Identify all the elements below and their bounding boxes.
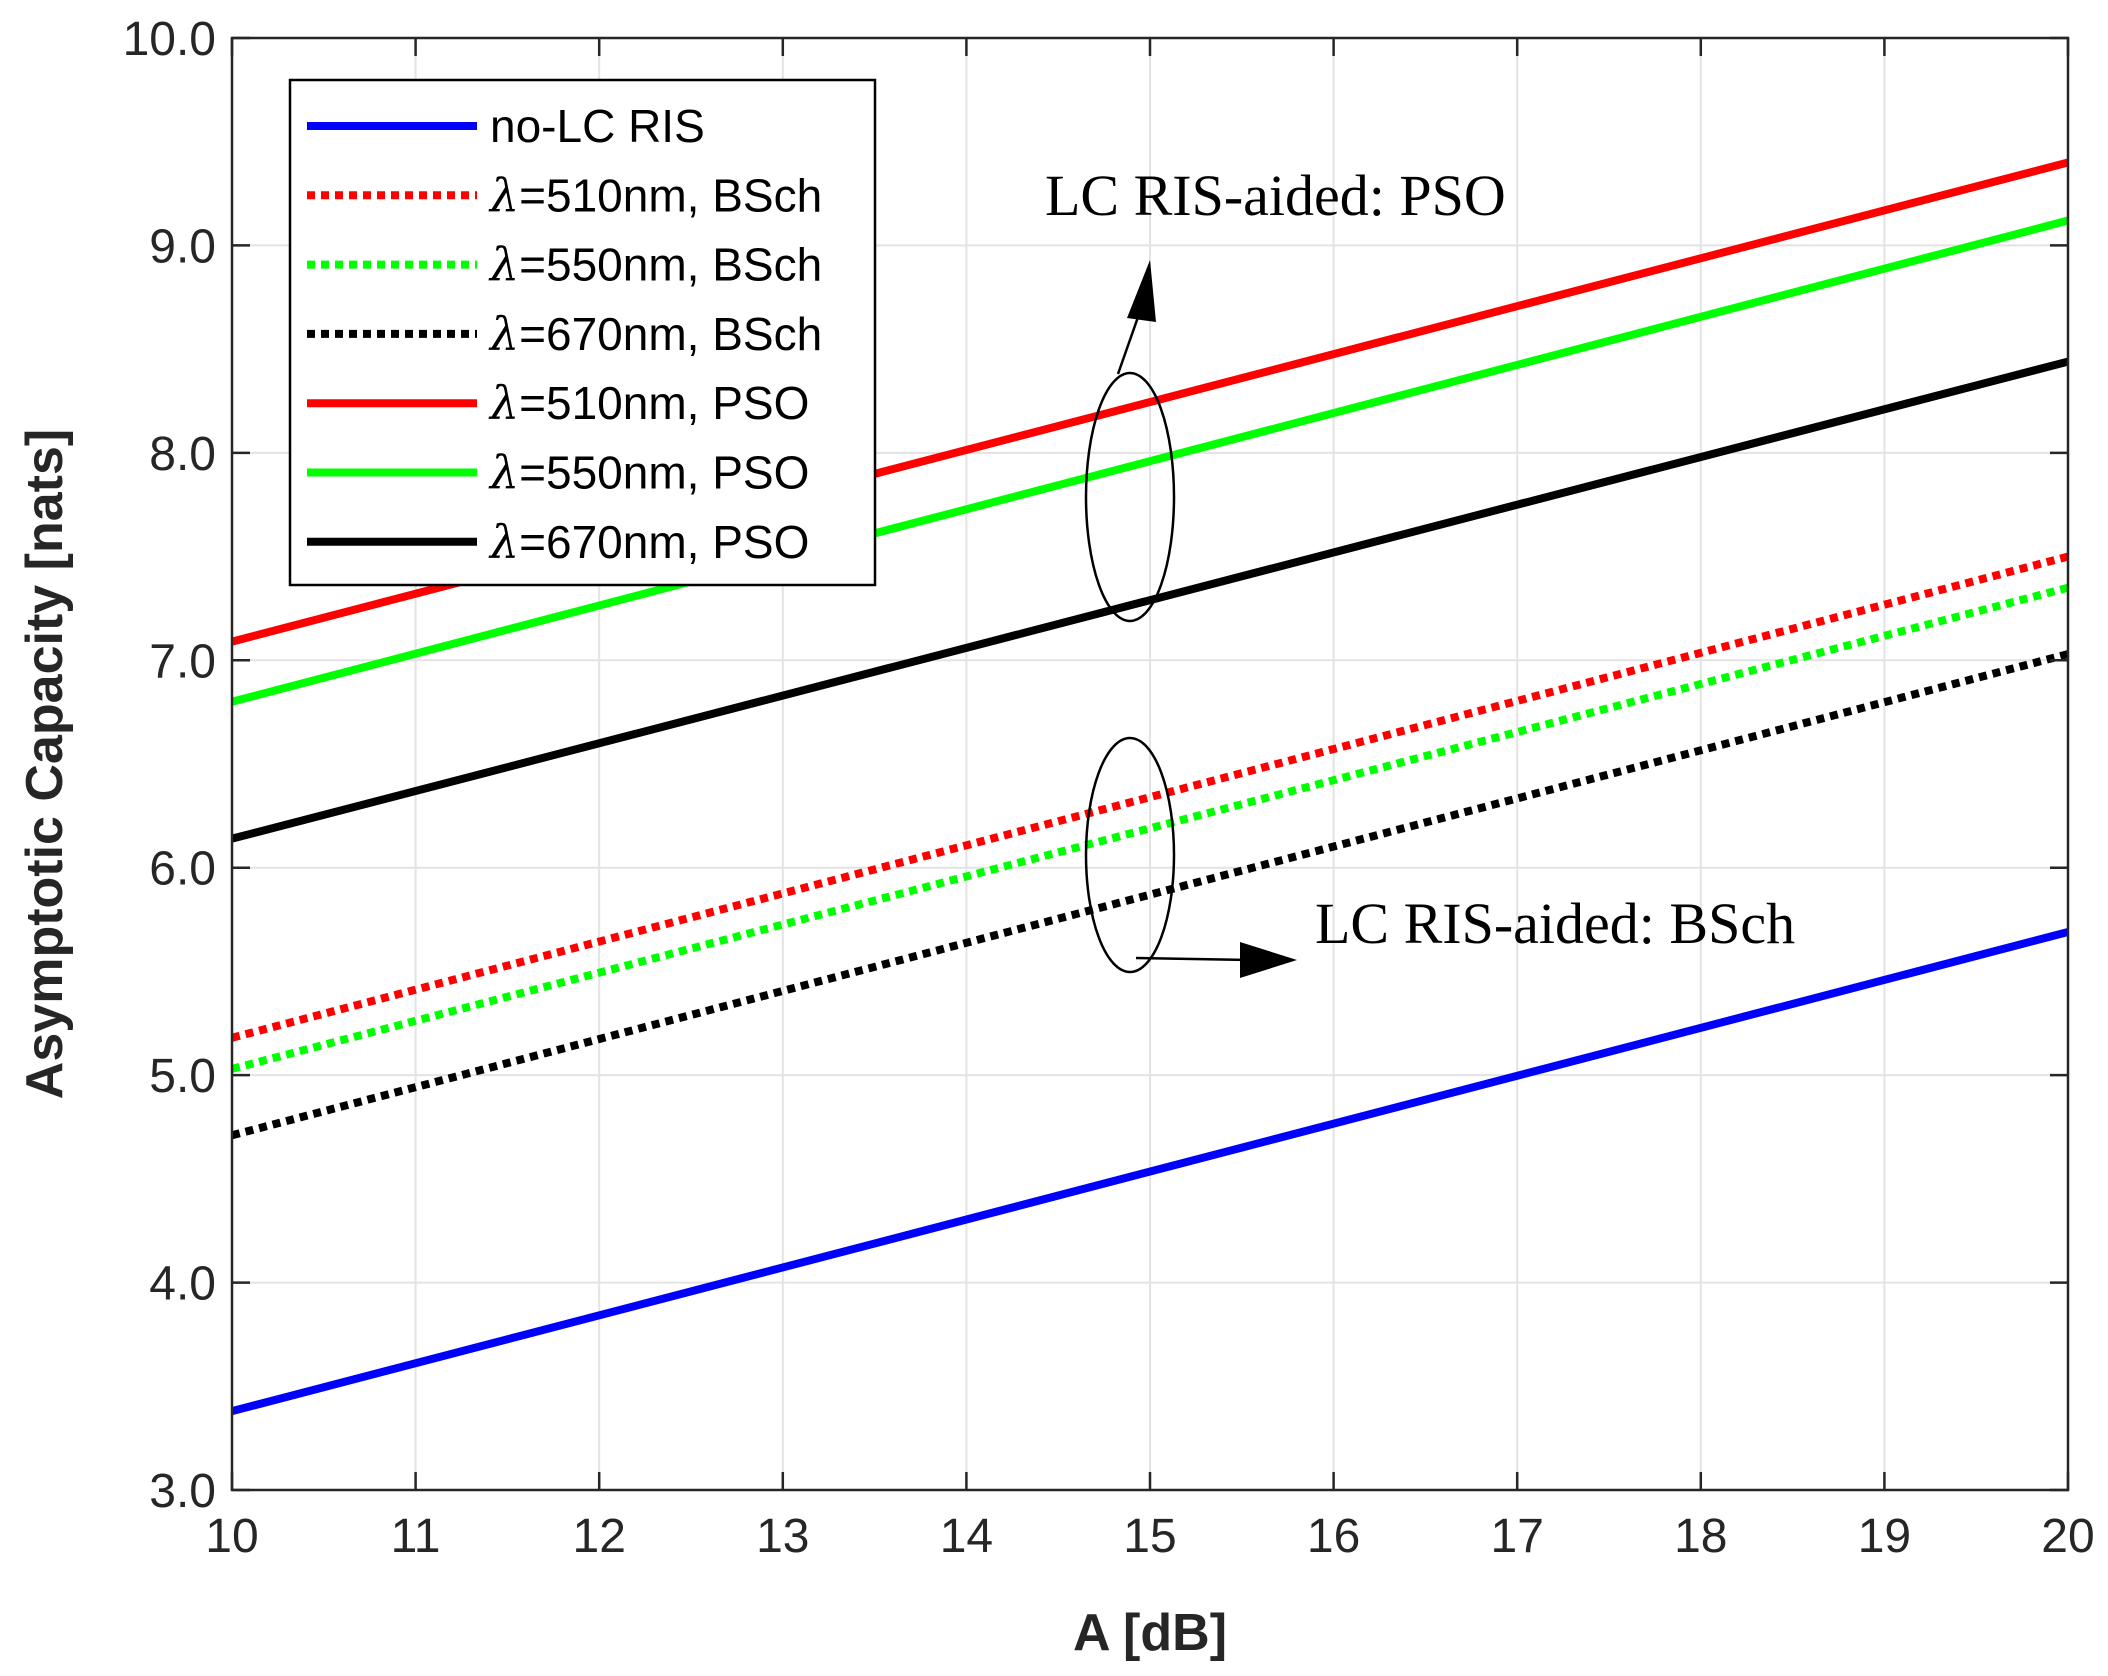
y-axis-label: Asymptotic Capacity [nats] [16,429,74,1099]
legend-label-1: no-LC RIS [490,100,705,152]
lambda-symbol: λ [488,168,519,222]
pso-arrow-head [1127,260,1156,322]
bsch-arrow-head [1240,942,1297,978]
series-line-1 [232,928,2068,1416]
x-tick-label: 19 [1858,1510,1911,1563]
x-tick-label: 13 [756,1510,809,1563]
legend-label-text: =550nm, BSch [519,239,822,291]
x-tick-label: 18 [1674,1510,1727,1563]
y-tick-label: 10.0 [123,13,216,66]
x-tick-label: 12 [573,1510,626,1563]
y-tick-label: 8.0 [149,428,216,481]
series-line-6 [232,216,2068,706]
legend-label-6: λ=550nm, PSO [488,446,809,500]
tick-labels: 10 11 12 13 14 15 16 17 18 19 20 3.0 4.0 5.0 6.0 7.0 8.0… [123,13,2095,1563]
y-tick-label: 3.0 [149,1465,216,1518]
bsch-arrow-line [1135,956,1251,962]
pso-group-ellipse [1084,371,1176,623]
legend-label-text: =510nm, PSO [519,377,809,429]
legend-label-text: no-LC RIS [490,100,705,152]
legend-label-text: =510nm, BSch [519,169,822,221]
y-tick-label: 9.0 [149,220,216,273]
y-tick-label: 5.0 [149,1050,216,1103]
x-tick-label: 17 [1491,1510,1544,1563]
legend-label-text: =670nm, BSch [519,308,822,360]
x-axis-label: A [dB] [1073,1604,1227,1662]
legend-label-text: =550nm, PSO [519,447,809,499]
y-tick-label: 4.0 [149,1258,216,1311]
legend-label-2: λ=510nm, BSch [488,168,822,222]
legend-label-text: =670nm, PSO [519,516,809,568]
bsch-annotation-label: LC RIS-aided: BSch [1315,891,1795,956]
x-tick-label: 16 [1307,1510,1360,1563]
lambda-symbol: λ [488,376,519,430]
legend-label-5: λ=510nm, PSO [488,376,809,430]
y-tick-label: 7.0 [149,635,216,688]
bsch-group-ellipse [1084,736,1176,974]
lambda-symbol: λ [488,515,519,569]
y-tick-label: 6.0 [149,843,216,896]
lambda-symbol: λ [488,446,519,500]
legend-box [288,78,877,587]
pso-annotation-label: LC RIS-aided: PSO [1045,163,1506,228]
lambda-symbol: λ [488,307,519,361]
lambda-symbol: λ [488,238,519,292]
legend-label-7: λ=670nm, PSO [488,515,809,569]
axis-ticks [230,36,2070,1492]
x-tick-label: 10 [205,1510,258,1563]
annotations: LC RIS-aided: PSO LC RIS-aided: BSch [1045,163,1795,978]
legend-label-3: λ=550nm, BSch [488,238,822,292]
x-tick-label: 11 [391,1510,441,1563]
x-tick-label: 15 [1123,1510,1176,1563]
x-tick-label: 20 [2041,1510,2094,1563]
x-tick-label: 14 [940,1510,993,1563]
series-line-7 [232,357,2068,843]
legend-label-4: λ=670nm, BSch [488,307,822,361]
